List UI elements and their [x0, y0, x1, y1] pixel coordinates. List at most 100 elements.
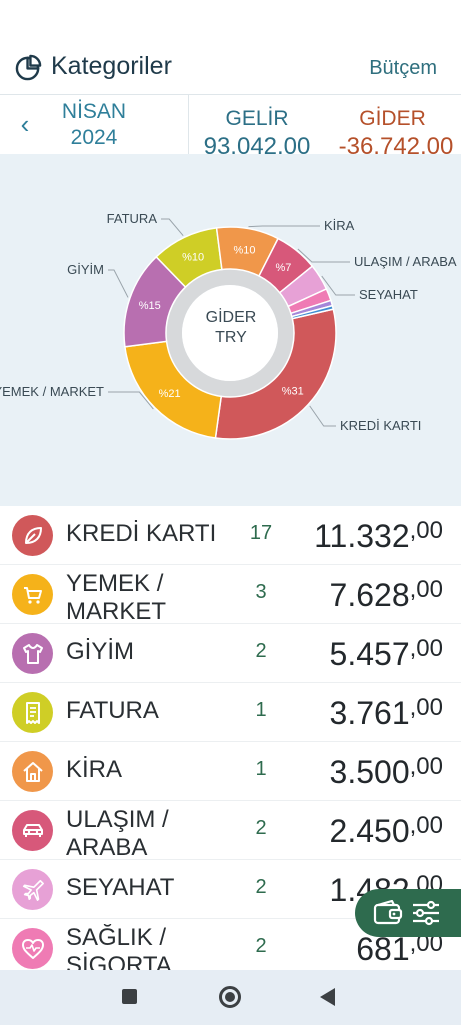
chart-center-line1: GİDER [205, 309, 257, 326]
slice-category-label: FATURA [106, 211, 157, 226]
slice-category-label: KREDİ KARTI [340, 418, 422, 433]
slice-percent-label: %7 [275, 262, 291, 274]
category-name: SEYAHAT [66, 874, 175, 901]
back-icon[interactable] [320, 988, 335, 1006]
category-name: YEMEK / MARKET [66, 570, 167, 620]
category-row[interactable]: ULAŞIM / ARABA 2 2.450,00 [0, 801, 461, 860]
category-amount: 2.450,00 [329, 812, 443, 850]
amount-decimal: ,00 [409, 635, 443, 662]
expense-value: -36.742,00 [338, 133, 454, 154]
expense-label: GİDER [359, 107, 426, 130]
shopping-cart-icon [12, 574, 53, 615]
slice-category-label: ULAŞIM / ARABA [354, 254, 457, 269]
period-month: NİSAN [61, 100, 127, 123]
label-leader-line [309, 405, 336, 427]
amount-integer: 3.761 [329, 695, 410, 731]
donut-chart-svg: %31 %21 %15 %10 %10 %7 [108, 218, 355, 440]
pie-chart-icon [15, 54, 42, 81]
slice-category-label: GİYİM [67, 262, 104, 277]
category-name: ULAŞIM / ARABA [66, 806, 169, 856]
donut-center [182, 285, 278, 381]
category-amount: 11.332,00 [314, 517, 443, 555]
house-icon [12, 751, 53, 792]
transaction-count: 2 [255, 817, 267, 839]
category-row[interactable]: FATURA 1 3.761,00 [0, 683, 461, 742]
amount-integer: 3.500 [329, 754, 410, 790]
transaction-count: 3 [255, 581, 267, 603]
category-row[interactable]: KREDİ KARTI 17 11.332,00 [0, 506, 461, 565]
page-title: Kategoriler [51, 52, 172, 80]
amount-integer: 5.457 [329, 636, 410, 672]
slice-percent-label: %15 [139, 300, 161, 312]
chart-center-label: GİDER TRY [200, 308, 262, 348]
top-header: Kategoriler Bütçem [0, 40, 461, 94]
budget-link[interactable]: Bütçem [369, 57, 437, 79]
shirt-icon [12, 633, 53, 674]
car-icon [12, 810, 53, 851]
period-selector[interactable]: NİSAN 2024 [48, 99, 140, 151]
pie-slice[interactable] [214, 308, 337, 440]
slice-percent-label: %31 [282, 385, 304, 397]
system-navbar [0, 970, 461, 1025]
period-year: 2024 [70, 126, 118, 149]
category-row[interactable]: GİYİM 2 5.457,00 [0, 624, 461, 683]
recent-apps-icon[interactable] [122, 989, 137, 1004]
category-amount: 7.628,00 [329, 576, 443, 614]
amount-integer: 7.628 [329, 577, 410, 613]
wallet-icon [373, 900, 403, 925]
divider [188, 95, 189, 154]
label-leader-line [108, 391, 154, 410]
slice-category-label: KİRA [324, 218, 355, 233]
amount-integer: 681 [356, 931, 410, 967]
amount-decimal: ,00 [409, 812, 443, 839]
transaction-count: 1 [255, 699, 267, 721]
home-icon[interactable] [219, 986, 241, 1008]
category-row[interactable]: KİRA 1 3.500,00 [0, 742, 461, 801]
amount-integer: 11.332 [314, 518, 410, 554]
category-list: KREDİ KARTI 17 11.332,00 YEMEK / MARKET 3 7.6… [0, 506, 461, 970]
label-leader-line [161, 218, 184, 236]
category-amount: 3.500,00 [329, 753, 443, 791]
period-summary-bar: ‹ NİSAN 2024 GELİR 93.042,00 GİDER -36.7… [0, 94, 461, 154]
transaction-count: 2 [255, 876, 267, 898]
chevron-left-icon[interactable]: ‹ [20, 109, 30, 139]
category-name: GİYİM [66, 638, 135, 665]
category-row[interactable]: YEMEK / MARKET 3 7.628,00 [0, 565, 461, 624]
amount-decimal: ,00 [409, 753, 443, 780]
category-name: FATURA [66, 697, 159, 724]
slice-category-label: YEMEK / MARKET [0, 384, 104, 399]
category-row[interactable]: SEYAHAT21.482,00 [0, 860, 461, 919]
wallet-filter-button[interactable] [355, 889, 461, 937]
pie-slice[interactable] [290, 304, 335, 320]
leaf-icon [12, 515, 53, 556]
category-amount: 5.457,00 [329, 635, 443, 673]
category-name: KREDİ KARTI [66, 520, 217, 547]
slice-percent-label: %10 [182, 251, 204, 263]
category-amount: 3.761,00 [329, 694, 443, 732]
heart-pulse-icon [12, 928, 53, 969]
label-leader-line [297, 248, 350, 263]
slice-category-label: SEYAHAT [359, 287, 418, 302]
chart-center-line2: TRY [215, 329, 247, 346]
income-value: 93.042,00 [203, 133, 311, 154]
amount-decimal: ,00 [409, 576, 443, 603]
label-leader-line [321, 275, 355, 296]
amount-decimal: ,00 [409, 694, 443, 721]
transaction-count: 2 [255, 640, 267, 662]
sliders-icon [413, 900, 439, 926]
airplane-icon [12, 869, 53, 910]
slice-percent-label: %10 [234, 244, 256, 256]
slice-percent-label: %21 [159, 388, 181, 400]
label-leader-line [108, 269, 129, 298]
label-leader-line [248, 225, 320, 228]
amount-decimal: ,00 [409, 517, 443, 544]
amount-integer: 2.450 [329, 813, 410, 849]
category-name: SAĞLIK / SİGORTA [66, 924, 172, 970]
category-name: KİRA [66, 756, 123, 783]
transaction-count: 1 [255, 758, 267, 780]
expense-donut-chart[interactable]: %31 %21 %15 %10 %10 %7 KREDİ KARTI YEMEK / MAR… [0, 154, 461, 506]
transaction-count: 17 [249, 522, 273, 544]
transaction-count: 2 [255, 935, 267, 957]
donut-inner-ring [166, 269, 294, 397]
